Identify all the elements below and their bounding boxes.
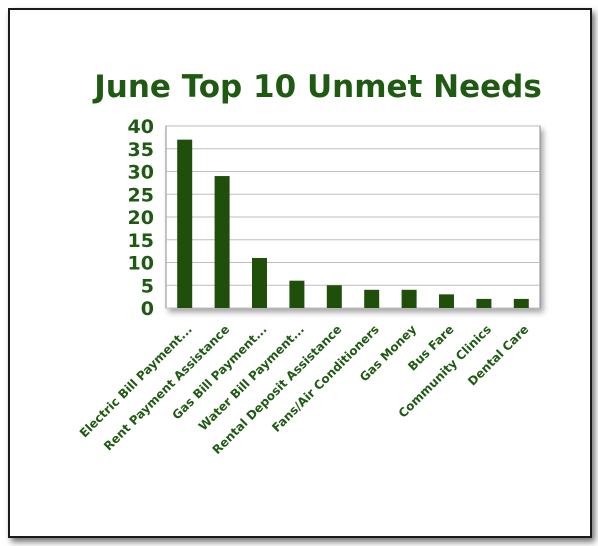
y-tick-label: 15 <box>128 230 154 252</box>
bar <box>326 285 342 308</box>
y-tick-label: 10 <box>128 253 154 275</box>
bar <box>401 289 417 308</box>
y-tick-label: 20 <box>128 207 154 229</box>
bar <box>289 280 305 308</box>
bar <box>252 257 267 308</box>
bar <box>439 294 454 308</box>
chart-title: June Top 10 Unmet Needs <box>92 69 542 105</box>
y-tick-label: 25 <box>128 184 154 206</box>
y-tick-label: 30 <box>128 162 154 184</box>
x-axis-ticks: Electric Bill Payment...Rent Payment Ass… <box>77 322 532 457</box>
y-tick-label: 5 <box>141 275 154 297</box>
bar <box>214 176 230 308</box>
bar <box>476 298 492 308</box>
y-tick-label: 35 <box>128 139 154 161</box>
bar <box>513 298 529 308</box>
y-tick-label: 0 <box>141 298 154 320</box>
bar <box>364 289 380 308</box>
bar <box>177 139 193 308</box>
bars <box>177 139 529 308</box>
y-tick-label: 40 <box>128 116 154 138</box>
